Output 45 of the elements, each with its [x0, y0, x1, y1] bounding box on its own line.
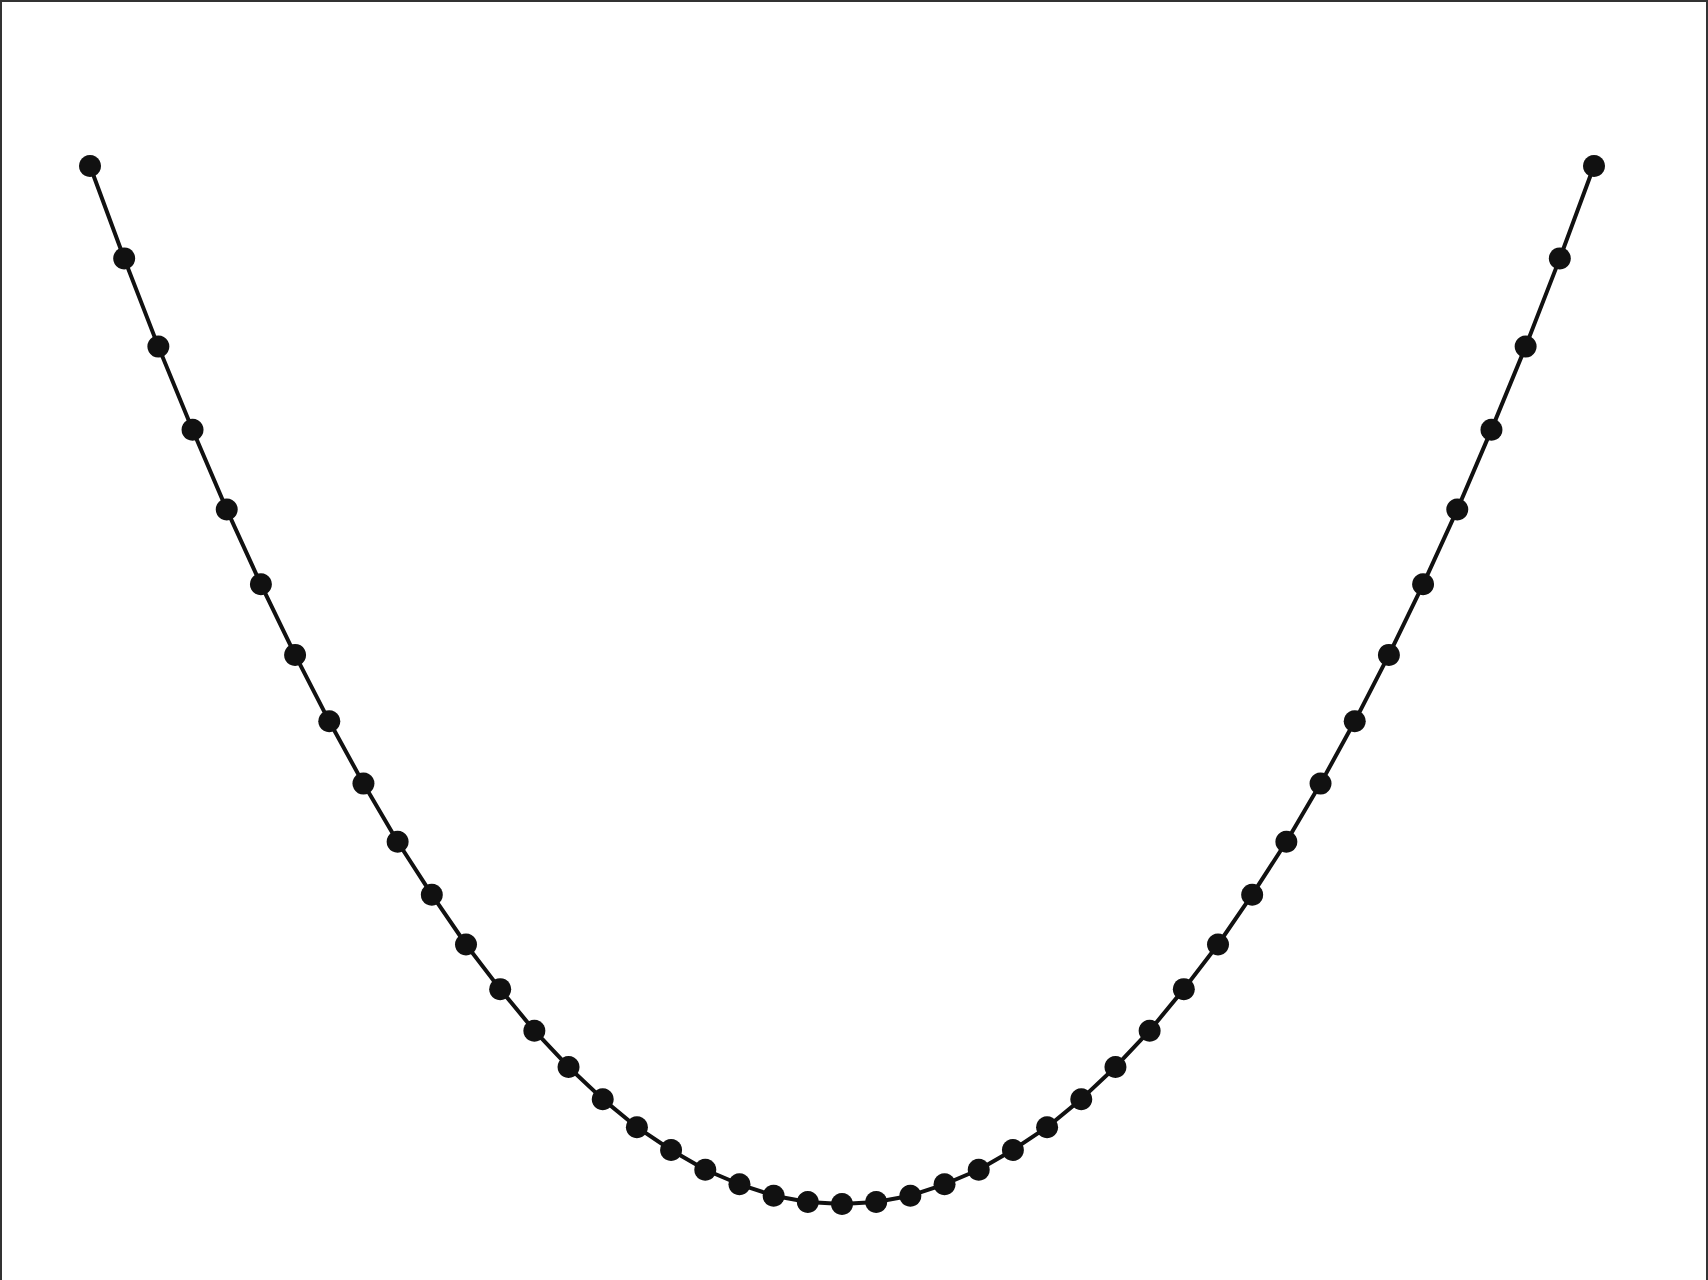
point — [113, 247, 136, 270]
point — [967, 1158, 990, 1181]
point — [386, 830, 409, 853]
point — [625, 1116, 648, 1139]
point — [762, 1184, 785, 1207]
point — [831, 1193, 853, 1215]
point — [284, 643, 307, 666]
point — [1275, 830, 1298, 853]
point — [728, 1173, 751, 1196]
point — [1583, 155, 1605, 177]
point — [1412, 573, 1435, 596]
point — [1104, 1055, 1127, 1078]
point — [1548, 247, 1571, 270]
point — [318, 710, 341, 733]
point — [1480, 418, 1503, 441]
point — [181, 418, 204, 441]
point — [79, 155, 101, 177]
point — [899, 1184, 922, 1207]
point — [591, 1088, 614, 1111]
point — [1207, 933, 1229, 956]
point — [1514, 335, 1537, 358]
point — [1036, 1116, 1059, 1139]
point — [694, 1158, 717, 1181]
point — [420, 883, 443, 906]
point — [1446, 498, 1469, 521]
point — [1309, 772, 1332, 795]
point — [1377, 643, 1400, 666]
point — [933, 1173, 956, 1196]
point — [249, 573, 272, 596]
point — [1343, 710, 1366, 733]
point — [1138, 1019, 1161, 1042]
point — [865, 1190, 888, 1213]
point — [455, 933, 477, 956]
point — [660, 1139, 683, 1162]
point — [796, 1190, 819, 1213]
point — [1001, 1139, 1024, 1162]
point — [523, 1019, 546, 1042]
point — [557, 1055, 580, 1078]
point — [147, 335, 170, 358]
point — [489, 978, 512, 1001]
point — [352, 772, 375, 795]
point — [215, 498, 238, 521]
point — [1070, 1088, 1093, 1111]
point — [1172, 978, 1195, 1001]
point — [1241, 883, 1264, 906]
